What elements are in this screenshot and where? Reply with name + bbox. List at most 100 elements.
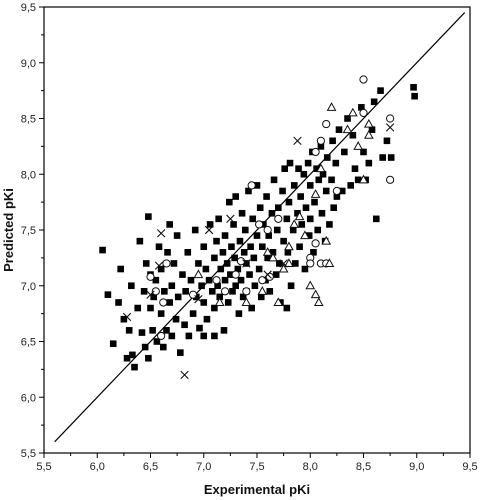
point-filled-square bbox=[179, 271, 186, 278]
point-filled-square bbox=[221, 276, 229, 284]
x-tick-label: 8,0 bbox=[303, 461, 318, 473]
x-tick-label: 9,5 bbox=[462, 461, 477, 473]
point-filled-square bbox=[134, 304, 142, 312]
point-filled-square bbox=[311, 198, 318, 206]
point-filled-square bbox=[216, 293, 224, 301]
point-filled-square bbox=[329, 137, 336, 145]
point-filled-square bbox=[123, 354, 131, 362]
point-filled-square bbox=[217, 265, 225, 273]
point-filled-square bbox=[202, 265, 210, 273]
point-filled-square bbox=[206, 221, 214, 228]
point-open-triangle bbox=[313, 297, 324, 306]
point-filled-square bbox=[211, 254, 218, 262]
point-filled-square bbox=[172, 315, 180, 323]
point-filled-square bbox=[215, 215, 222, 223]
point-filled-square bbox=[351, 165, 359, 172]
point-filled-square bbox=[229, 288, 236, 295]
point-filled-square bbox=[191, 226, 199, 234]
point-filled-square bbox=[266, 288, 274, 295]
point-filled-square bbox=[268, 209, 276, 217]
point-open-circle bbox=[316, 136, 325, 145]
point-filled-square bbox=[187, 276, 195, 284]
point-filled-square bbox=[136, 237, 144, 245]
point-filled-square bbox=[310, 249, 317, 256]
point-open-circle bbox=[386, 175, 395, 184]
point-filled-square bbox=[177, 349, 184, 356]
y-tick-label: 8,5 bbox=[21, 114, 36, 126]
point-filled-square bbox=[226, 198, 233, 206]
point-filled-square bbox=[297, 193, 304, 200]
point-filled-square bbox=[275, 204, 282, 211]
y-tick-label: 7,5 bbox=[21, 225, 36, 237]
point-filled-square bbox=[236, 237, 244, 245]
point-filled-square bbox=[195, 260, 202, 267]
point-filled-square bbox=[358, 104, 365, 111]
point-filled-square bbox=[292, 260, 299, 267]
point-filled-square bbox=[170, 260, 178, 267]
point-open-circle bbox=[212, 276, 221, 285]
point-filled-square bbox=[161, 288, 168, 295]
point-cross bbox=[242, 259, 251, 268]
point-filled-square bbox=[120, 315, 128, 323]
point-filled-square bbox=[200, 332, 208, 340]
point-filled-square bbox=[249, 215, 257, 223]
point-open-circle bbox=[189, 290, 198, 299]
point-open-triangle bbox=[268, 252, 278, 262]
point-filled-square bbox=[298, 221, 306, 228]
point-filled-square bbox=[232, 193, 239, 200]
point-filled-square bbox=[205, 276, 213, 284]
point-filled-square bbox=[286, 159, 294, 167]
point-filled-square bbox=[279, 187, 286, 195]
point-filled-square bbox=[239, 293, 247, 301]
point-filled-square bbox=[341, 148, 348, 156]
point-filled-square bbox=[332, 159, 340, 167]
point-open-triangle bbox=[316, 163, 326, 173]
point-filled-square bbox=[328, 176, 335, 184]
point-open-triangle bbox=[342, 124, 353, 134]
y-axis: 5,5 6,0 6,5 7,0 7,5 8,0 8,5 9,0 9,5 bbox=[21, 2, 44, 460]
point-filled-square bbox=[208, 288, 216, 295]
point-open-triangle bbox=[310, 289, 321, 299]
point-filled-square bbox=[335, 126, 343, 133]
point-open-triangle bbox=[363, 129, 374, 139]
point-cross bbox=[293, 136, 302, 145]
point-filled-square bbox=[185, 332, 193, 340]
point-filled-square bbox=[379, 154, 386, 161]
x-tick-label: 7,5 bbox=[249, 461, 264, 473]
point-filled-square bbox=[149, 327, 156, 334]
point-cross bbox=[154, 261, 164, 270]
point-open-triangle bbox=[324, 258, 335, 267]
x-tick-label: 7,0 bbox=[196, 461, 211, 473]
point-filled-square bbox=[360, 148, 367, 156]
point-open-triangle bbox=[241, 297, 252, 306]
point-cross bbox=[146, 290, 155, 299]
point-open-circle bbox=[311, 239, 320, 248]
point-filled-square bbox=[238, 209, 246, 217]
point-filled-square bbox=[245, 187, 252, 195]
point-filled-square bbox=[109, 340, 117, 348]
point-filled-square bbox=[104, 291, 112, 298]
x-axis-title: Experimental pKi bbox=[204, 482, 310, 497]
point-filled-square bbox=[305, 232, 313, 239]
point-filled-square bbox=[295, 165, 302, 172]
point-filled-square bbox=[168, 282, 176, 290]
point-open-circle bbox=[162, 259, 171, 268]
point-filled-square bbox=[289, 226, 297, 234]
point-filled-square bbox=[287, 282, 295, 290]
point-filled-square bbox=[349, 131, 357, 139]
point-filled-square bbox=[141, 343, 149, 351]
point-filled-square bbox=[314, 226, 322, 234]
point-filled-square bbox=[145, 354, 152, 362]
point-filled-square bbox=[338, 187, 346, 195]
point-filled-square bbox=[322, 187, 330, 195]
point-filled-square bbox=[264, 254, 271, 262]
point-filled-square bbox=[142, 260, 150, 267]
point-filled-square bbox=[147, 304, 154, 312]
y-tick-label: 7,0 bbox=[21, 281, 36, 293]
point-filled-square bbox=[387, 154, 395, 161]
point-filled-square bbox=[354, 176, 362, 184]
point-cross bbox=[194, 294, 203, 304]
point-open-triangle bbox=[193, 269, 204, 279]
point-filled-square bbox=[145, 213, 152, 220]
